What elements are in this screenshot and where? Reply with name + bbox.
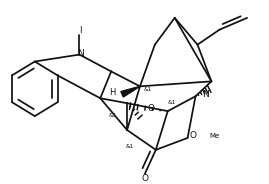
Text: &1: &1 bbox=[144, 87, 152, 92]
Text: O: O bbox=[147, 104, 154, 113]
Text: O: O bbox=[189, 131, 196, 140]
Text: O: O bbox=[141, 174, 148, 183]
Text: Me: Me bbox=[210, 133, 220, 139]
Text: N: N bbox=[77, 49, 84, 58]
Text: &1: &1 bbox=[168, 100, 176, 105]
Text: I: I bbox=[79, 26, 82, 35]
Polygon shape bbox=[121, 86, 140, 97]
Text: &1: &1 bbox=[109, 113, 117, 118]
Text: &1: &1 bbox=[126, 144, 134, 149]
Text: N: N bbox=[202, 90, 209, 99]
Text: H: H bbox=[109, 88, 115, 97]
